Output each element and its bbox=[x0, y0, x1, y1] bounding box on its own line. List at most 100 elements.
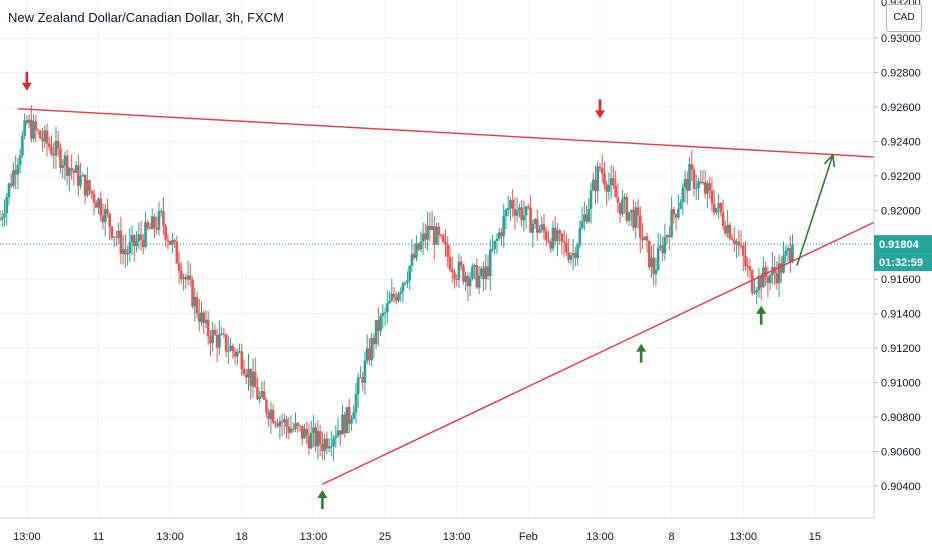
candle-down bbox=[287, 426, 291, 433]
candle-down bbox=[242, 368, 246, 375]
y-tick-label: 0.90400 bbox=[881, 481, 921, 493]
up-arrow-marker bbox=[317, 490, 328, 510]
candle-up bbox=[157, 211, 161, 230]
candle-down bbox=[703, 182, 707, 194]
candle-down bbox=[455, 279, 459, 281]
candle-up bbox=[589, 190, 593, 209]
time-axis-bg bbox=[0, 518, 932, 550]
candle-down bbox=[262, 391, 266, 400]
candle-down bbox=[775, 273, 779, 284]
candle-down bbox=[766, 277, 770, 284]
currency-selector[interactable]: CAD bbox=[886, 4, 922, 32]
candle-down bbox=[733, 240, 736, 244]
candle-down bbox=[253, 371, 257, 388]
candle-up bbox=[186, 275, 190, 280]
y-tick-label: 0.90800 bbox=[881, 412, 921, 424]
candle-up bbox=[227, 350, 230, 352]
candle-down bbox=[759, 275, 763, 288]
candle-down bbox=[83, 174, 87, 196]
candle-down bbox=[274, 422, 277, 424]
candle-up bbox=[634, 207, 638, 228]
candle-up bbox=[379, 316, 382, 332]
candle-up bbox=[126, 253, 129, 255]
candle-down bbox=[222, 333, 226, 335]
x-tick-label: 15 bbox=[809, 531, 821, 543]
up-arrow-marker bbox=[756, 305, 767, 325]
candle-down bbox=[267, 412, 270, 420]
candle-up bbox=[81, 174, 85, 177]
candle-up bbox=[477, 275, 481, 288]
candle-up bbox=[677, 208, 680, 218]
candle-down bbox=[692, 169, 696, 189]
symbol-title[interactable]: New Zealand Dollar/Canadian Dollar, 3h, … bbox=[8, 10, 285, 25]
candle-up bbox=[726, 224, 729, 234]
candle-down bbox=[741, 245, 745, 256]
candle-up bbox=[484, 266, 488, 279]
candle-up bbox=[182, 277, 185, 280]
candle-down bbox=[110, 226, 114, 238]
projection-arrow-line[interactable] bbox=[796, 154, 834, 266]
candle-down bbox=[148, 227, 152, 230]
candle-up bbox=[399, 291, 403, 295]
candle-down bbox=[730, 238, 734, 241]
candle-down bbox=[119, 230, 123, 254]
candle-up bbox=[502, 216, 506, 237]
candle-down bbox=[240, 351, 244, 369]
candle-down bbox=[459, 261, 463, 266]
candle-down bbox=[321, 443, 324, 451]
candle-down bbox=[625, 196, 629, 221]
candle-up bbox=[150, 216, 154, 230]
candle-down bbox=[594, 179, 597, 192]
candle-down bbox=[446, 244, 450, 257]
candle-down bbox=[746, 265, 750, 267]
candle-up bbox=[365, 348, 369, 361]
support-trendline[interactable] bbox=[322, 221, 875, 485]
candle-down bbox=[47, 143, 51, 147]
candle-down bbox=[636, 207, 640, 216]
candle-up bbox=[762, 267, 765, 288]
candle-up bbox=[630, 209, 633, 213]
candle-up bbox=[345, 407, 349, 434]
candle-down bbox=[448, 256, 452, 270]
candle-up bbox=[777, 263, 781, 284]
candle-down bbox=[209, 336, 212, 344]
candle-up bbox=[701, 182, 705, 184]
candle-down bbox=[307, 435, 311, 449]
candle-down bbox=[368, 348, 371, 361]
candle-up bbox=[493, 240, 497, 250]
candle-down bbox=[453, 272, 456, 280]
candle-down bbox=[213, 329, 217, 335]
candle-down bbox=[285, 419, 288, 427]
candle-down bbox=[166, 239, 170, 242]
candle-up bbox=[607, 184, 611, 192]
candle-up bbox=[32, 121, 35, 139]
candle-down bbox=[529, 207, 532, 233]
candle-up bbox=[621, 199, 624, 215]
resistance-trendline[interactable] bbox=[17, 107, 875, 158]
candle-up bbox=[204, 319, 208, 324]
candle-down bbox=[424, 233, 427, 240]
candle-up bbox=[515, 210, 519, 216]
candle-down bbox=[605, 184, 608, 192]
candle-up bbox=[596, 166, 600, 192]
candle-down bbox=[88, 180, 91, 192]
candle-up bbox=[471, 266, 474, 279]
candle-down bbox=[652, 257, 656, 275]
candle-down bbox=[444, 241, 447, 245]
countdown-badge bbox=[874, 253, 932, 272]
candle-up bbox=[627, 212, 631, 221]
candle-down bbox=[115, 236, 118, 238]
candle-up bbox=[408, 266, 411, 281]
candle-down bbox=[361, 377, 364, 383]
candle-down bbox=[318, 430, 322, 444]
candle-down bbox=[153, 216, 156, 229]
candle-up bbox=[278, 421, 282, 427]
candle-down bbox=[9, 183, 13, 186]
candle-up bbox=[312, 427, 315, 433]
candle-down bbox=[600, 168, 604, 174]
x-tick-label: Feb bbox=[519, 531, 538, 543]
candle-down bbox=[764, 267, 767, 278]
candle-down bbox=[641, 237, 644, 241]
